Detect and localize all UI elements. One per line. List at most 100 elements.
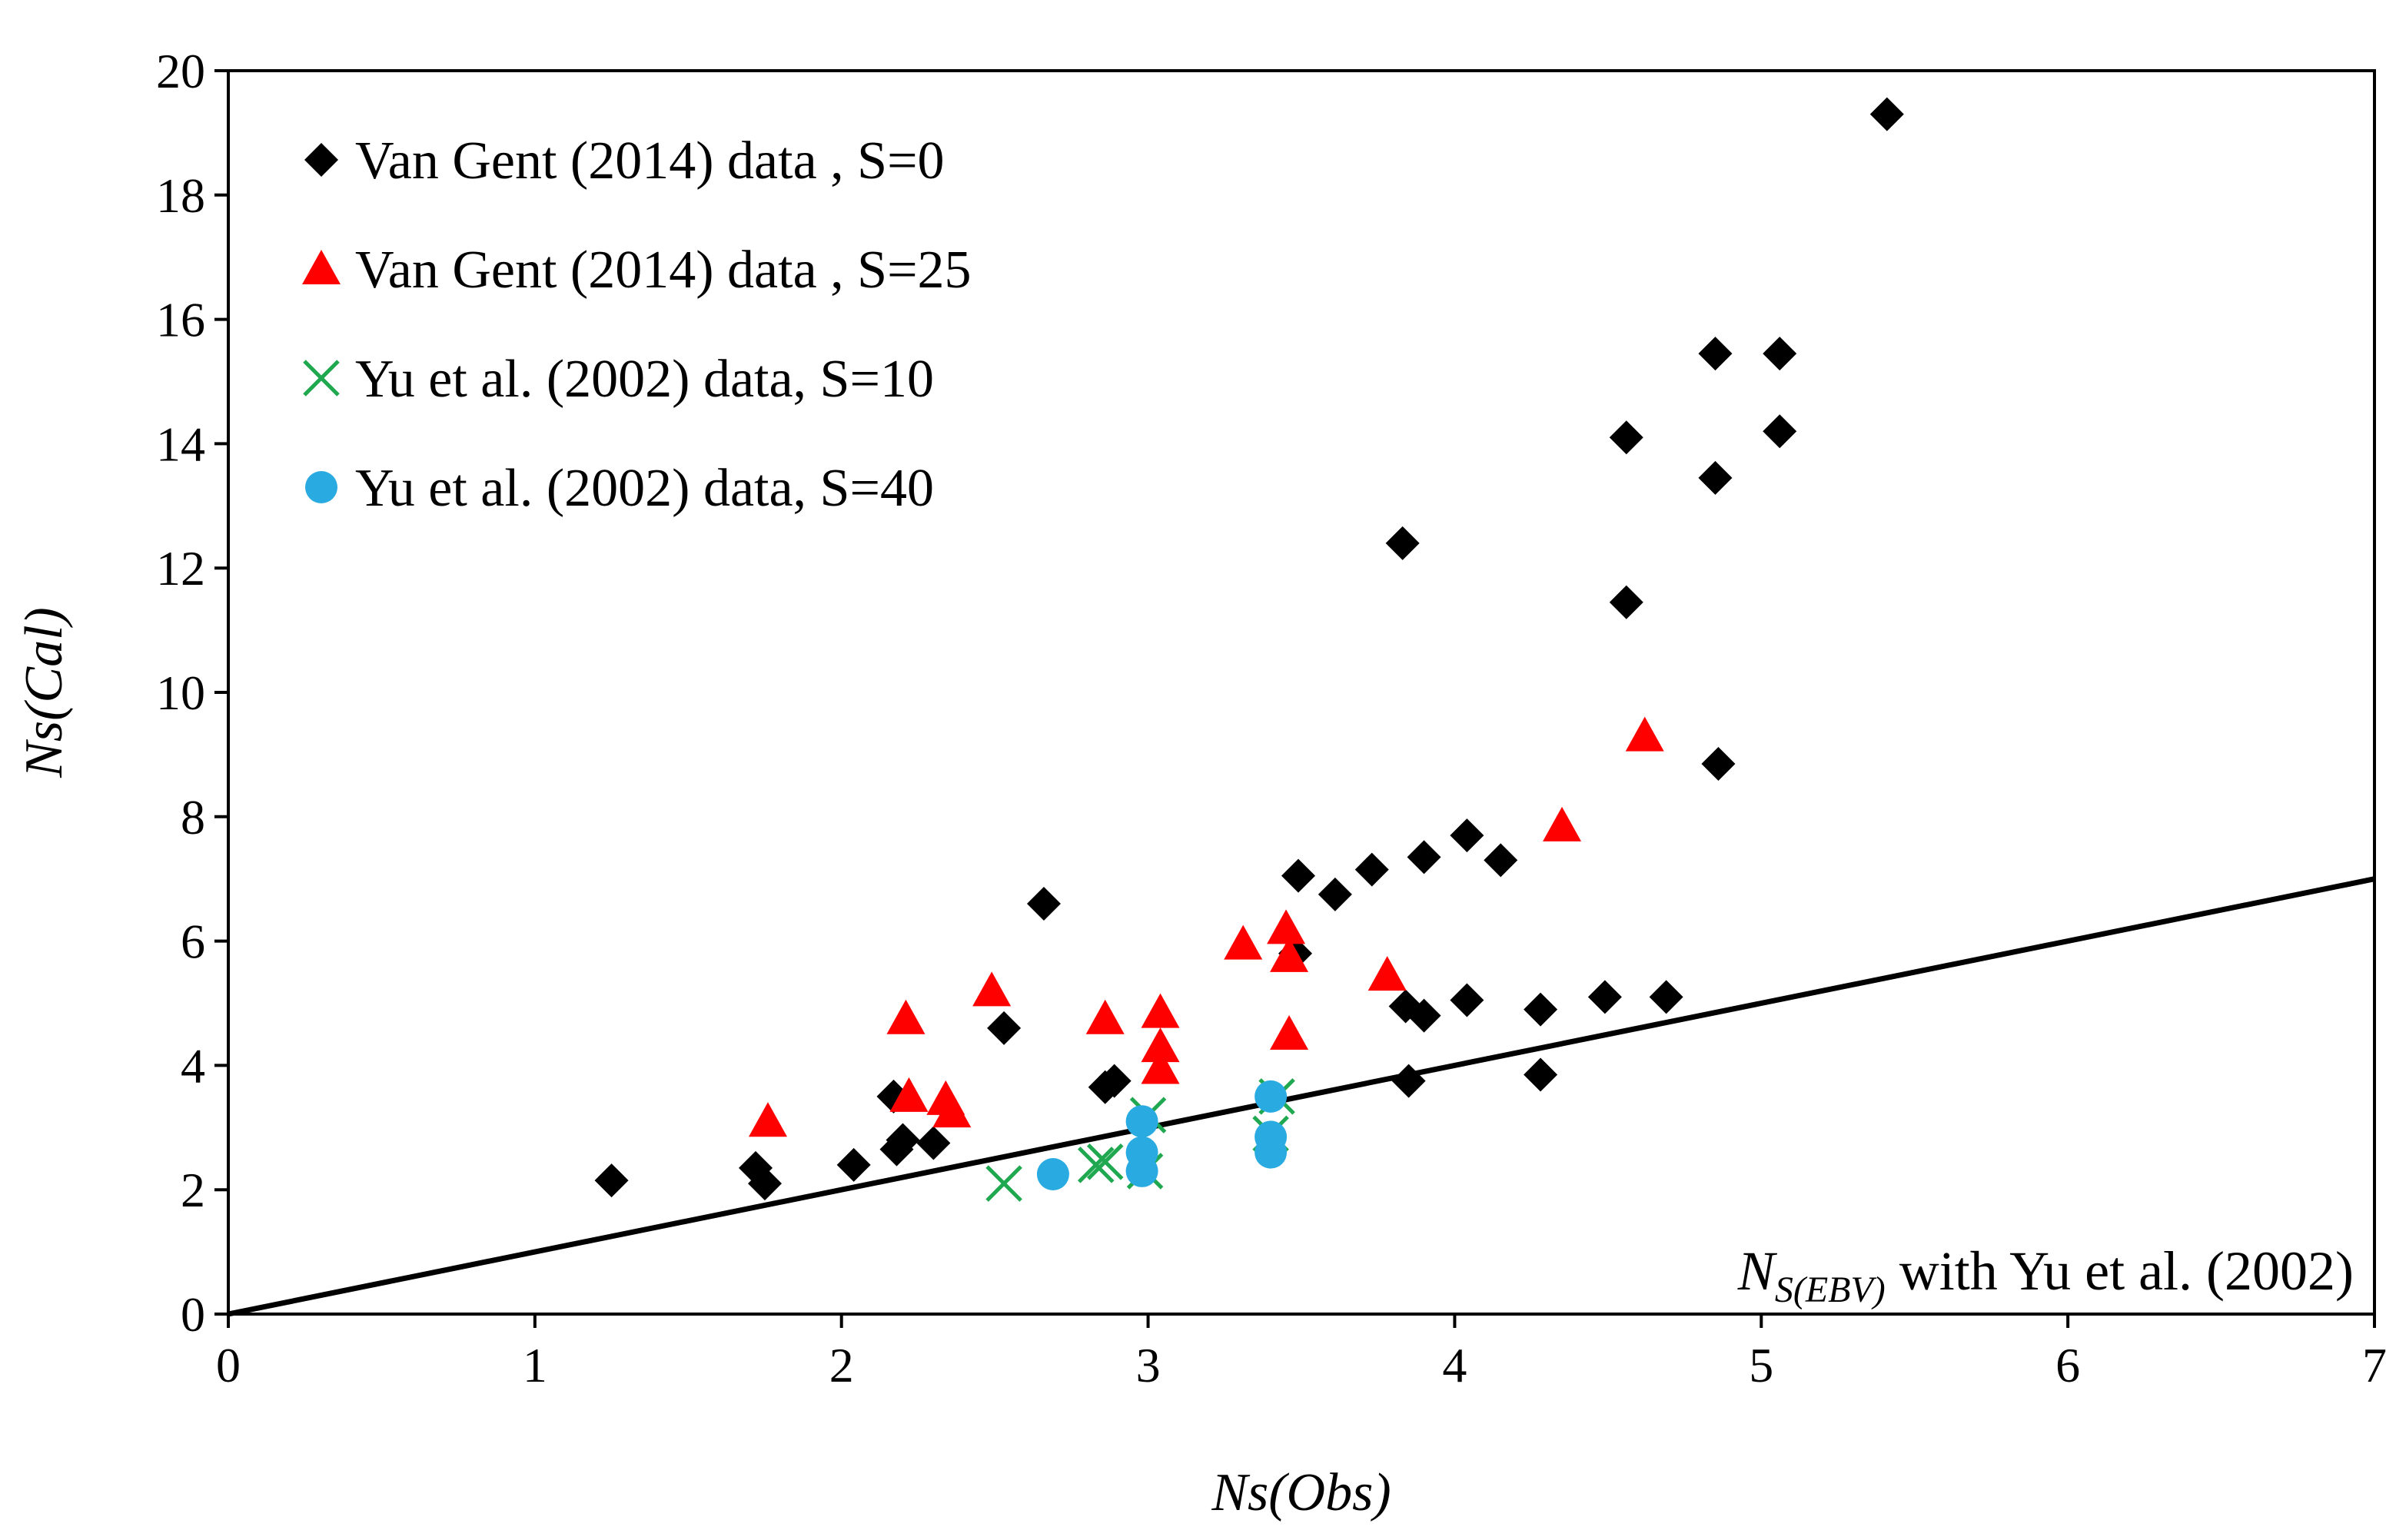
legend-marker-triangle-icon (302, 250, 341, 284)
data-point-diamond (1026, 887, 1061, 921)
data-point-diamond (1407, 998, 1441, 1033)
annotation-main: N (1737, 1240, 1778, 1302)
series-1-points (748, 716, 1664, 1137)
data-point-diamond (1869, 97, 1904, 131)
data-point-circle (1125, 1105, 1158, 1138)
y-tick-label: 6 (181, 914, 205, 969)
data-point-diamond (1698, 337, 1733, 371)
data-point-triangle (972, 971, 1012, 1007)
x-axis-title: Ns(Obs) (1211, 1463, 1391, 1522)
x-tick-label: 4 (1442, 1338, 1467, 1392)
legend-marker-diamond-icon (304, 143, 338, 177)
data-point-triangle (1270, 937, 1309, 972)
data-point-diamond (1450, 818, 1484, 853)
data-point-diamond (1391, 1064, 1426, 1098)
x-tick-label: 2 (829, 1338, 854, 1392)
data-point-triangle (1085, 999, 1125, 1034)
legend-marker-x-icon (303, 360, 340, 397)
data-point-triangle (889, 1077, 929, 1112)
data-point-triangle (1367, 956, 1407, 991)
data-point-triangle (1543, 806, 1582, 841)
x-tick-label: 1 (523, 1338, 547, 1392)
data-point-diamond (836, 1147, 871, 1182)
legend-marker-shape (303, 360, 340, 397)
reference-line (228, 876, 2375, 1317)
data-point-diamond (1701, 747, 1736, 782)
data-point-x (985, 1165, 1022, 1202)
data-point-circle (1254, 1136, 1288, 1169)
data-point-diamond (916, 1126, 951, 1160)
x-tick-label: 6 (2055, 1338, 2080, 1392)
legend-item-series-1: Van Gent (2014) data , S=25 (302, 241, 972, 300)
x-axis-ticks: 0 1 2 3 4 5 6 7 (216, 1314, 2386, 1392)
y-tick-label: 16 (156, 293, 205, 347)
data-point-triangle (1267, 909, 1306, 944)
data-point-circle (1036, 1157, 1069, 1190)
data-point-circle (1125, 1154, 1158, 1187)
legend-marker-shape (304, 143, 338, 177)
y-tick-label: 14 (156, 417, 205, 471)
data-point-triangle (1625, 716, 1664, 752)
series-0-points (594, 97, 1904, 1201)
data-point-triangle (932, 1093, 972, 1128)
data-point-triangle (1141, 1027, 1180, 1063)
data-point-diamond (748, 1167, 782, 1201)
y-tick-label: 20 (156, 44, 205, 98)
data-point-diamond (1649, 980, 1683, 1014)
data-point-diamond (1763, 414, 1797, 449)
data-point-diamond (1609, 585, 1643, 619)
y-tick-label: 18 (156, 168, 205, 223)
x-tick-label: 5 (1749, 1338, 1773, 1392)
data-point-triangle (1141, 1049, 1180, 1084)
data-point-diamond (1407, 840, 1441, 875)
x-tick-label: 3 (1136, 1338, 1161, 1392)
data-point-triangle (1224, 924, 1263, 960)
data-point-triangle (1270, 1014, 1309, 1050)
y-tick-label: 0 (181, 1287, 205, 1342)
y-tick-label: 2 (181, 1163, 205, 1217)
data-point-diamond (1281, 858, 1316, 893)
data-point-diamond (1318, 877, 1352, 911)
x-tick-label: 7 (2362, 1338, 2386, 1392)
y-tick-label: 10 (156, 665, 205, 720)
data-points-layer (594, 97, 1904, 1202)
data-point-diamond (1524, 992, 1558, 1027)
data-point-x (1086, 1143, 1124, 1180)
y-axis-title: Ns(Cal) (15, 607, 74, 778)
data-point-triangle (1141, 993, 1180, 1028)
data-point-triangle (748, 1102, 787, 1137)
reference-line-layer (228, 876, 2375, 1317)
data-point-diamond (1354, 852, 1389, 887)
data-point-diamond (886, 1123, 920, 1157)
series-3-points (1036, 1080, 1288, 1190)
legend-marker-shape (302, 250, 341, 284)
x-tick-label: 0 (216, 1338, 241, 1392)
data-point-diamond (1484, 843, 1518, 878)
data-point-diamond (1450, 983, 1484, 1017)
legend-marker-circle-icon (305, 471, 337, 503)
legend-label-series-3: Yu et al. (2002) data, S=40 (355, 459, 934, 518)
data-point-diamond (1609, 420, 1643, 455)
data-point-diamond (1524, 1057, 1558, 1092)
data-point-diamond (1097, 1064, 1132, 1098)
legend-marker-shape (305, 471, 337, 503)
y-axis-ticks: 0 2 4 6 8 10 12 14 16 18 20 (156, 44, 228, 1342)
annotation-subscript: S(EBV) (1775, 1270, 1886, 1310)
data-point-diamond (987, 1011, 1022, 1045)
data-point-circle (1254, 1080, 1288, 1113)
annotation-rest: with Yu et al. (2002) (1886, 1240, 2354, 1302)
data-point-diamond (594, 1163, 629, 1198)
legend-label-series-1: Van Gent (2014) data , S=25 (355, 241, 972, 300)
data-point-diamond (1587, 980, 1622, 1014)
legend-label-series-2: Yu et al. (2002) data, S=10 (355, 350, 934, 409)
legend: Van Gent (2014) data , S=0 Van Gent (201… (302, 131, 972, 518)
data-point-diamond (1385, 526, 1420, 560)
y-tick-label: 8 (181, 790, 205, 845)
data-point-triangle (886, 999, 925, 1034)
data-point-diamond (1698, 460, 1733, 495)
legend-item-series-3: Yu et al. (2002) data, S=40 (305, 459, 934, 518)
data-point-diamond (1763, 337, 1797, 371)
reference-line-annotation: NS(EBV) with Yu et al. (2002) (1737, 1240, 2354, 1310)
